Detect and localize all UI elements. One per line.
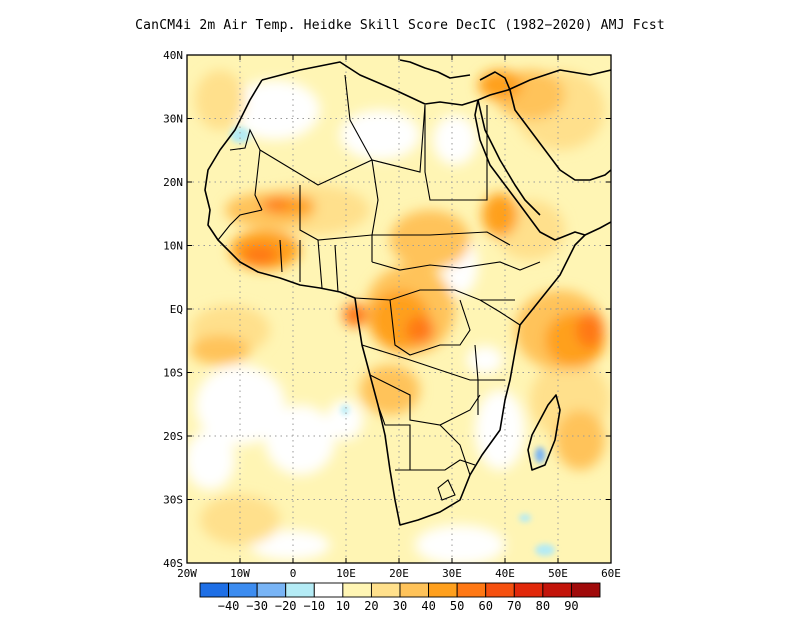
lon-tick-label: 10E [336,567,356,580]
lon-tick-label: 40E [495,567,515,580]
colorbar-swatch [399,582,430,598]
lat-tick-label: 10N [163,240,183,253]
lat-tick-label: 40S [163,557,183,570]
colorbar-swatch [428,582,458,598]
lat-tick-label: 30S [163,494,183,507]
lon-tick-label: 10W [230,567,250,580]
skill-field [187,55,611,563]
colorbar-swatch [542,582,572,598]
colorbar-swatch [570,582,601,598]
lon-tick-label: 0 [290,567,297,580]
lon-tick-label: 20W [177,567,197,580]
colorbar-swatch [256,582,287,598]
colorbar-label: 50 [450,599,464,613]
colorbar-swatch [342,582,372,598]
colorbar-label: 20 [364,599,378,613]
colorbar-swatch [513,582,544,598]
figure-title: CanCM4i 2m Air Temp. Heidke Skill Score … [135,18,665,33]
lon-tick-label: 20E [389,567,409,580]
lat-tick-label: 10S [163,367,183,380]
colorbar-swatch [485,582,515,598]
lat-tick-label: 20S [163,430,183,443]
colorbar-swatch [199,582,230,598]
colorbar-label: 90 [564,599,578,613]
colorbar-swatch [313,582,344,598]
colorbar-swatch [228,582,258,598]
colorbar-label: 30 [393,599,407,613]
colorbar-swatch [456,582,487,598]
colorbar-label: −10 [303,599,325,613]
colorbar-label: −30 [246,599,268,613]
country-borders [217,74,541,501]
lon-tick-label: 50E [548,567,568,580]
lat-tick-label: 20N [163,176,183,189]
colorbar-swatch [370,582,401,598]
colorbar-swatch [285,582,315,598]
colorbar-label: 80 [536,599,550,613]
lat-tick-label: EQ [170,303,183,316]
colorbar-label: 60 [478,599,492,613]
map-axes: 20W 10W 0 10E 20E 30E 40E 50E 60E 40N 30N 20N 10N EQ 1… [163,49,621,580]
colorbar: −40 −30 −20 −10 10 20 30 40 50 60 70 80 90 [199,582,601,613]
colorbar-label: −20 [275,599,297,613]
lat-tick-label: 30N [163,113,183,126]
lat-tick-label: 40N [163,49,183,62]
colorbar-label: −40 [218,599,240,613]
lon-tick-label: 60E [601,567,621,580]
gridlines [187,55,611,563]
coastlines [204,59,611,526]
lon-tick-label: 30E [442,567,462,580]
colorbar-label: 40 [421,599,435,613]
colorbar-label: 10 [336,599,350,613]
colorbar-label: 70 [507,599,521,613]
